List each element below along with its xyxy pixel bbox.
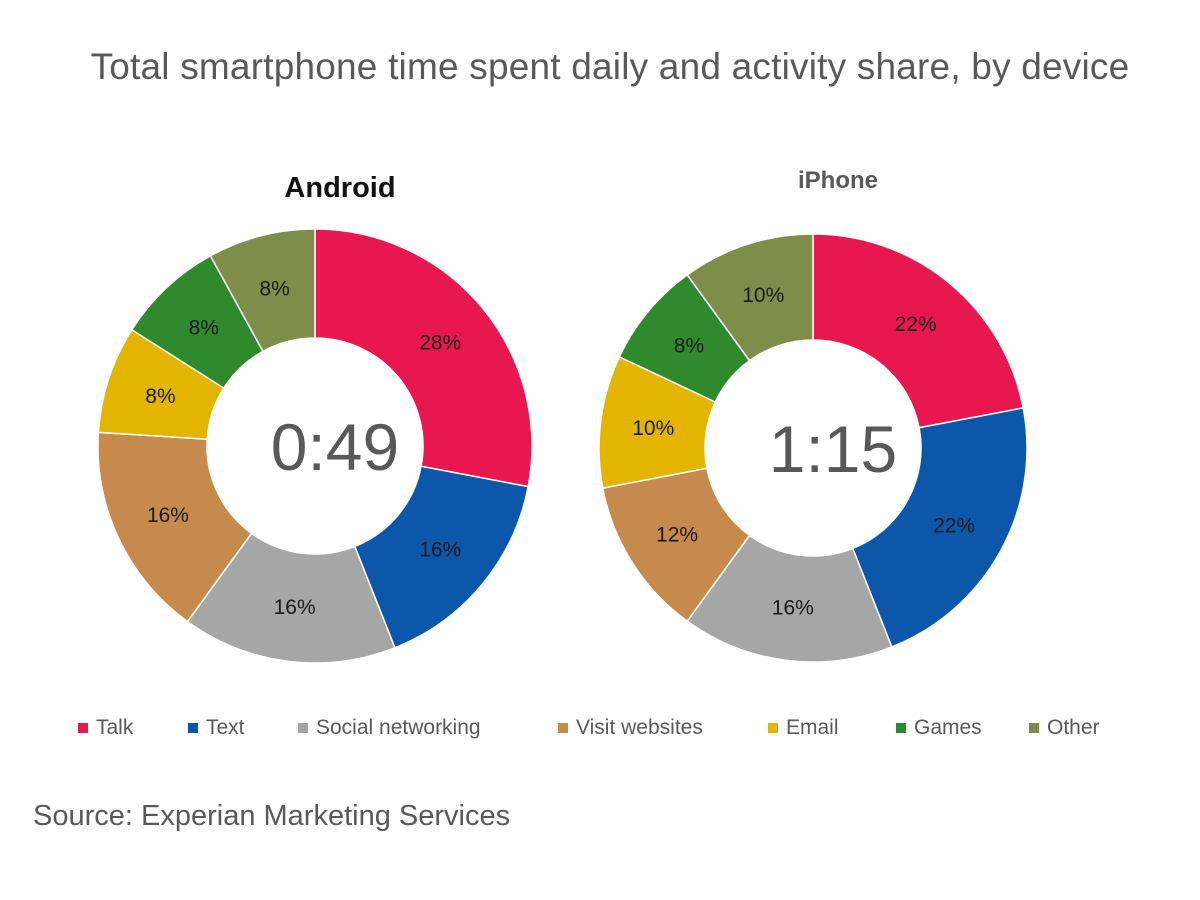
legend-item-games: Games [896, 716, 982, 740]
slice-label-android-social-networking: 16% [274, 596, 316, 619]
legend: Talk Text Social networking Visit websites E… [78, 716, 1178, 746]
slice-label-android-games: 8% [189, 317, 219, 340]
slice-label-android-other: 8% [259, 278, 289, 301]
donut-chart-android: 28% 16% 16% 16% 8% 8% 8% Android 0:49 [97, 172, 533, 664]
slice-android-text [353, 465, 530, 649]
slice-label-iphone-visit-websites: 12% [656, 523, 698, 546]
center-time-android: 0:49 [271, 410, 399, 484]
legend-label-text: Text [206, 716, 245, 739]
legend-label-social-networking: Social networking [316, 716, 481, 739]
device-title-iphone: iPhone [798, 167, 878, 194]
slice-android-visit-websites [97, 431, 253, 623]
slice-label-iphone-other: 10% [742, 284, 784, 307]
legend-label-games: Games [914, 716, 982, 739]
center-time-iphone: 1:15 [769, 412, 897, 486]
legend-item-talk: Talk [78, 716, 133, 740]
legend-swatch-text [188, 723, 198, 733]
legend-label-talk: Talk [96, 716, 134, 739]
legend-label-other: Other [1047, 716, 1100, 739]
device-title-android: Android [284, 172, 395, 204]
slice-iphone-talk [812, 233, 1025, 429]
slice-iphone-text [851, 407, 1028, 648]
legend-swatch-games [896, 723, 906, 733]
slice-android-talk [314, 228, 533, 488]
legend-label-email: Email [786, 716, 839, 739]
legend-item-email: Email [768, 716, 839, 740]
slice-iphone-other [686, 233, 814, 362]
slice-label-android-visit-websites: 16% [147, 504, 189, 527]
source-note: Source: Experian Marketing Services [33, 800, 511, 832]
slice-label-iphone-text: 22% [933, 515, 975, 538]
legend-swatch-visit-websites [558, 723, 568, 733]
legend-item-other: Other [1029, 716, 1100, 740]
slice-android-other [209, 228, 316, 353]
slice-iphone-social-networking [686, 534, 893, 663]
legend-swatch-email [768, 723, 778, 733]
legend-swatch-social-networking [298, 723, 308, 733]
slice-label-android-text: 16% [419, 539, 461, 562]
donut-chart-iphone: 22% 22% 16% 12% 10% 8% 10% iPhone 1:15 [598, 167, 1028, 663]
legend-swatch-other [1029, 723, 1039, 733]
slice-label-iphone-talk: 22% [895, 313, 937, 336]
legend-label-visit-websites: Visit websites [576, 716, 703, 739]
slice-label-iphone-games: 8% [674, 334, 704, 357]
slice-label-android-talk: 28% [419, 331, 461, 354]
slice-label-android-email: 8% [145, 385, 175, 408]
legend-item-social-networking: Social networking [298, 716, 481, 740]
slice-label-iphone-social-networking: 16% [772, 597, 814, 620]
slice-android-social-networking [186, 532, 396, 664]
legend-swatch-talk [78, 723, 88, 733]
chart-title: Total smartphone time spent daily and ac… [90, 46, 1130, 87]
legend-item-text: Text [188, 716, 245, 740]
slice-label-iphone-email: 10% [632, 417, 674, 440]
legend-item-visit-websites: Visit websites [558, 716, 703, 740]
